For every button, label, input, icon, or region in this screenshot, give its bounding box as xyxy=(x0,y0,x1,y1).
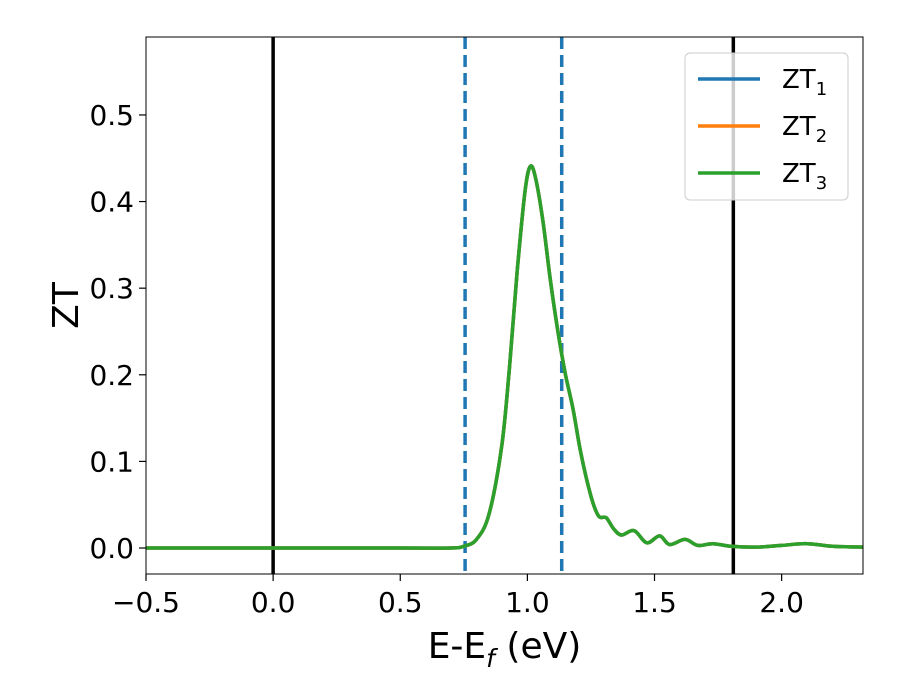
x-tick-label: −0.5 xyxy=(112,586,180,619)
x-tick-label: 1.5 xyxy=(632,586,677,619)
x-axis-label-base: E-E xyxy=(428,626,486,667)
y-axis: 0.0 0.1 0.2 0.3 0.4 0.5 xyxy=(89,99,146,565)
legend-label-base: ZT xyxy=(782,112,816,142)
y-tick-label: 0.0 xyxy=(89,532,134,565)
legend-label-base: ZT xyxy=(782,159,816,189)
y-axis-label: ZT xyxy=(46,281,87,329)
legend-label-1: ZT1 xyxy=(782,65,827,100)
series-line-2 xyxy=(146,164,863,550)
x-axis-label: E-Ef (eV) xyxy=(428,626,582,673)
y-tick-label: 0.5 xyxy=(89,99,134,132)
legend-label-sub: 2 xyxy=(816,126,827,147)
x-tick-label: 2.0 xyxy=(759,586,804,619)
legend-label-3: ZT3 xyxy=(782,159,827,194)
legend-box xyxy=(684,52,849,201)
x-axis: −0.5 0.0 0.5 1.0 1.5 2.0 xyxy=(112,574,804,619)
series-line-1 xyxy=(146,164,863,550)
x-tick-label: 0.0 xyxy=(251,586,296,619)
x-tick-label: 1.0 xyxy=(505,586,550,619)
y-tick-label: 0.2 xyxy=(89,359,134,392)
x-tick-label: 0.5 xyxy=(378,586,423,619)
y-tick-label: 0.1 xyxy=(89,445,134,478)
y-tick-label: 0.4 xyxy=(89,186,134,219)
legend-label-sub: 3 xyxy=(816,173,827,194)
reference-lines xyxy=(271,37,736,574)
series-line-3 xyxy=(146,164,863,550)
y-tick-label: 0.3 xyxy=(89,272,134,305)
series-lines xyxy=(146,164,863,550)
legend-label-base: ZT xyxy=(782,65,816,95)
plot-frame xyxy=(145,36,864,575)
x-axis-label-tail: (eV) xyxy=(495,626,581,667)
legend-label-sub: 1 xyxy=(816,79,827,100)
legend-label-2: ZT2 xyxy=(782,112,827,147)
